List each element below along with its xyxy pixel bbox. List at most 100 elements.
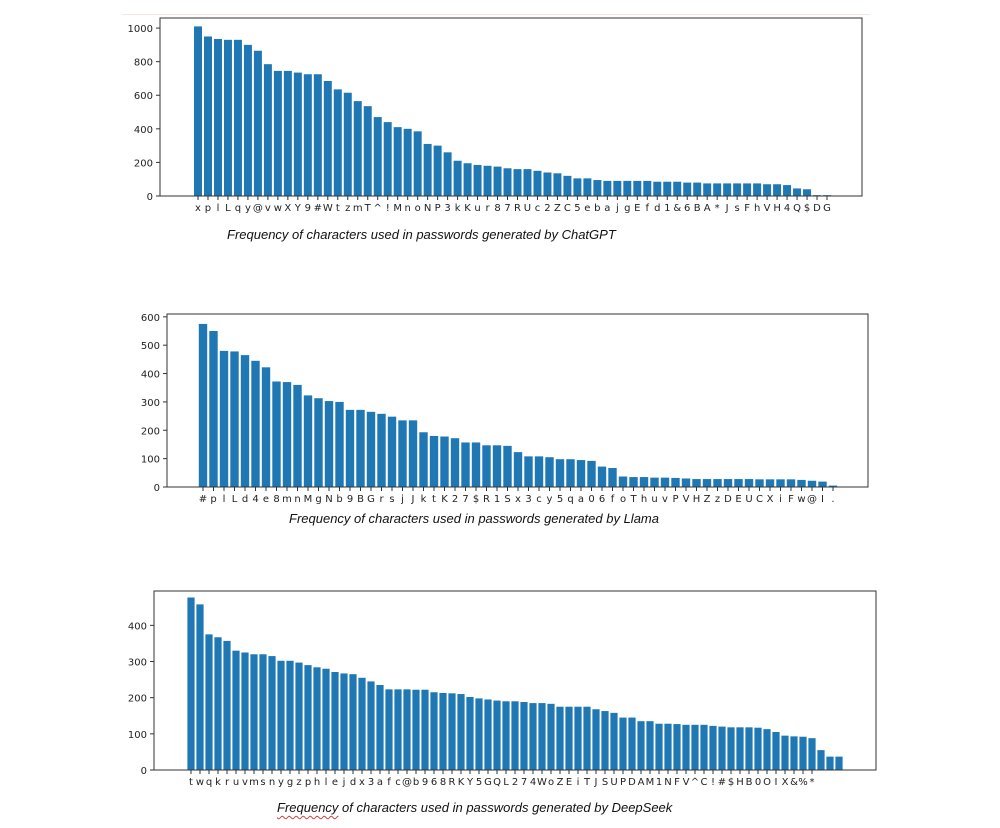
- bar-29: [503, 445, 512, 487]
- x-tick-label: b: [413, 777, 419, 788]
- bar-1: [196, 604, 204, 770]
- y-tick-label: 0: [147, 192, 153, 203]
- deepseek-frequency-chart: 0 100 200 300 400 t w q k r u v m s n y g z p h l e j d x 3 a f c @ b 9…: [128, 590, 877, 788]
- bar-40: [547, 703, 555, 770]
- x-tick-label: g: [315, 494, 321, 505]
- x-tick-label: !: [711, 777, 715, 788]
- x-tick-label: #: [199, 494, 207, 505]
- x-tick-label: C: [701, 777, 708, 788]
- bar-5: [251, 360, 260, 487]
- bar-36: [576, 460, 586, 487]
- bar-10: [293, 72, 302, 196]
- bar-43: [623, 180, 632, 196]
- x-tick-label: c: [535, 203, 541, 214]
- x-tick-label: U: [610, 777, 617, 788]
- bar-20: [393, 127, 402, 196]
- bars: [198, 323, 838, 487]
- bar-8: [273, 70, 282, 196]
- bar-22: [429, 435, 439, 487]
- bar-44: [583, 706, 591, 770]
- bar-35: [543, 172, 552, 196]
- x-tick-label: m: [353, 203, 363, 214]
- x-tick-label: E: [634, 203, 640, 214]
- x-tick-label: Y: [466, 777, 474, 788]
- bar-23: [440, 436, 449, 487]
- bar-37: [520, 702, 528, 770]
- x-tick-label: 5: [574, 203, 580, 214]
- bar-2: [219, 350, 229, 487]
- x-tick-label: s: [260, 777, 265, 788]
- bar-22: [385, 689, 393, 770]
- bar-47: [692, 479, 701, 487]
- x-tick-label: H: [773, 203, 781, 214]
- chatgpt-chart-caption: Frequency of characters used in password…: [227, 227, 616, 242]
- bar-3: [223, 39, 232, 196]
- bar-44: [660, 477, 670, 487]
- x-tick-label: e: [263, 494, 269, 505]
- x-tick-label: a: [578, 494, 584, 505]
- bar-49: [713, 479, 722, 487]
- x-tick-label: 6: [684, 203, 690, 214]
- bar-54: [765, 479, 775, 487]
- bar-33: [484, 699, 492, 770]
- x-tick-label: G: [823, 203, 831, 214]
- y-axis: 0 200 400 600 800 1000: [128, 24, 160, 203]
- x-tick-label: s: [389, 494, 394, 505]
- bar-6: [253, 50, 262, 196]
- bar-20: [408, 420, 418, 487]
- bar-46: [653, 181, 662, 196]
- x-tick-label: G: [484, 777, 492, 788]
- bar-30: [513, 452, 523, 487]
- x-tick-label: T: [364, 203, 372, 214]
- x-tick-label: x: [195, 203, 201, 214]
- bar-30: [457, 694, 465, 770]
- bar-49: [628, 717, 636, 770]
- x-tick-label: N: [325, 494, 332, 505]
- x-tick-label: a: [377, 777, 383, 788]
- bar-14: [333, 89, 342, 196]
- bar-62: [745, 727, 753, 770]
- x-tick-label: 9: [305, 203, 311, 214]
- x-tick-label: t: [189, 777, 193, 788]
- bar-12: [313, 74, 322, 196]
- bar-46: [681, 478, 691, 487]
- x-tick-label: S: [602, 777, 608, 788]
- y-tick-label: 1000: [128, 24, 153, 35]
- bar-16: [331, 672, 339, 770]
- x-tick-label: k: [455, 203, 461, 214]
- x-tick-label: R: [449, 777, 456, 788]
- bar-4: [223, 640, 231, 770]
- bars: [187, 597, 843, 770]
- bar-68: [799, 736, 807, 770]
- bar-60: [793, 188, 802, 196]
- bar-60: [727, 727, 735, 770]
- bar-51: [734, 479, 743, 487]
- bar-51: [646, 721, 654, 770]
- x-tick-label: m: [249, 777, 259, 788]
- x-tick-label: n: [269, 777, 275, 788]
- y-tick-label: 300: [141, 398, 160, 409]
- x-tick-label: P: [672, 494, 678, 505]
- bar-61: [803, 189, 812, 196]
- deepseek-caption-rest: of characters used in passwords generate…: [338, 800, 673, 815]
- x-tick-label: Y: [294, 203, 302, 214]
- y-tick-label: 600: [141, 313, 160, 324]
- x-tick-label: g: [287, 777, 293, 788]
- bar-24: [403, 689, 411, 770]
- bar-14: [345, 409, 355, 487]
- y-tick-label: 300: [128, 658, 147, 669]
- x-tick-label: A: [704, 203, 711, 214]
- y-tick-label: 100: [141, 455, 160, 466]
- x-tick-label: 7: [504, 203, 510, 214]
- bar-0: [194, 26, 202, 197]
- bar-45: [643, 180, 652, 196]
- bar-41: [629, 477, 638, 487]
- bar-18: [349, 674, 357, 770]
- x-tick-label: Q: [793, 203, 801, 214]
- x-tick-label: $: [804, 203, 810, 214]
- bar-13: [323, 80, 332, 196]
- x-tick-label: *: [715, 203, 720, 214]
- x-tick-label: 0: [755, 777, 761, 788]
- bar-25: [412, 689, 420, 770]
